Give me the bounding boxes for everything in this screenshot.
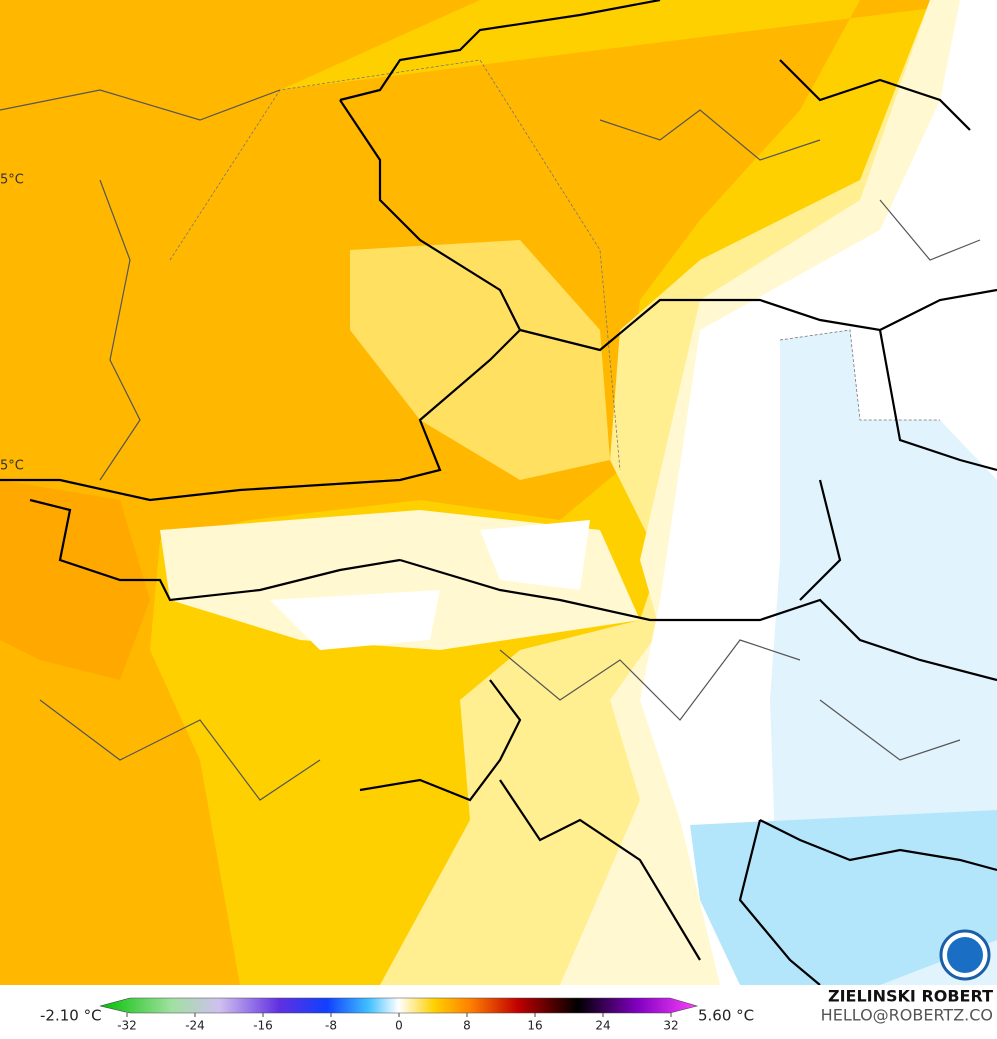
colorbar-ticks: -32 -24 -16 -8 0 8 16 24 32 [117,1013,679,1033]
colorbar-tick-label: -24 [185,1019,205,1033]
credit-email: HELLO@ROBERTZ.CO [821,1006,993,1025]
colorbar-tick-label: -16 [253,1019,273,1033]
colorbar-tick-label: 24 [595,1019,610,1033]
map: 5°C 5°C [0,0,997,986]
noaa-logo-inner [947,937,983,973]
max-label: 5.60 °C [698,1007,754,1025]
min-label: -2.10 °C [40,1007,102,1025]
edge-label: 5°C [0,173,24,188]
credit-name: ZIELINSKI ROBERT [828,987,993,1006]
colorbar [99,997,699,1014]
edge-label: 5°C [0,459,24,474]
colorbar-tick-label: 16 [527,1019,542,1033]
colorbar-tick-label: 32 [663,1019,678,1033]
colorbar-tick-label: 0 [395,1019,403,1033]
colorbar-tick-label: -8 [325,1019,337,1033]
colorbar-tick-label: 8 [463,1019,471,1033]
colorbar-tick-label: -32 [117,1019,137,1033]
